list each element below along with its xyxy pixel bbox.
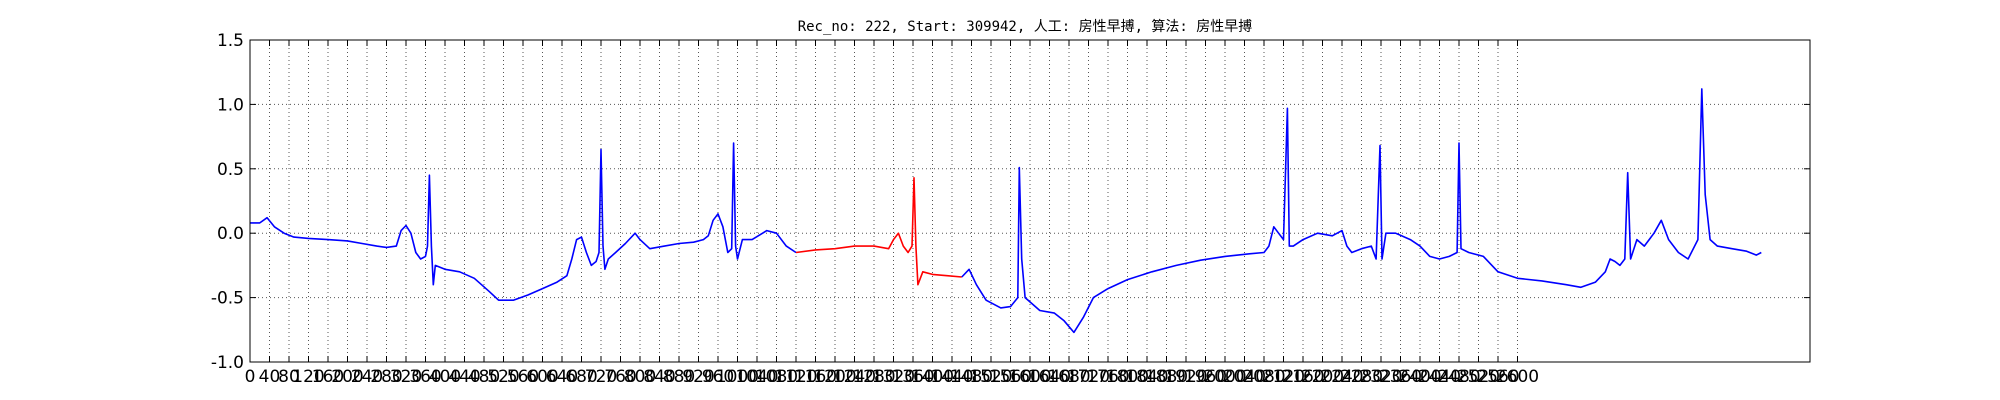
x-tick-label: 2120 [1262, 367, 1305, 387]
x-tick-label: 280 [370, 367, 402, 387]
x-tick-label: 2440 [1418, 367, 1461, 387]
x-tick-label: 40 [259, 367, 281, 387]
x-tick-label: 480 [468, 367, 500, 387]
x-tick-label: 2080 [1242, 367, 1285, 387]
x-tick-label: 2280 [1340, 367, 1383, 387]
y-tick-label: -0.5 [211, 289, 244, 309]
x-tick-label: 400 [429, 367, 461, 387]
x-tick-label: 80 [278, 367, 300, 387]
x-tick-label: 200 [331, 367, 363, 387]
x-tick-label: 1200 [813, 367, 856, 387]
y-tick-label: 1.5 [217, 31, 244, 51]
x-tick-label: 1440 [930, 367, 973, 387]
x-tick-label: 2200 [1301, 367, 1344, 387]
x-tick-label: 2320 [1359, 367, 1402, 387]
x-tick-label: 2560 [1476, 367, 1519, 387]
ecg-trace [250, 142, 797, 301]
x-tick-label: 1520 [969, 367, 1012, 387]
x-tick-label: 1360 [891, 367, 934, 387]
x-tick-label: 1120 [774, 367, 817, 387]
x-tick-label: 1840 [1125, 367, 1168, 387]
x-tick-label: 2480 [1437, 367, 1480, 387]
y-tick-label: 1.0 [217, 95, 244, 115]
x-tick-label: 600 [526, 367, 558, 387]
x-tick-label: 1480 [950, 367, 993, 387]
x-tick-label: 1760 [1086, 367, 1129, 387]
x-tick-label: 1280 [852, 367, 895, 387]
x-tick-label: 880 [663, 367, 695, 387]
x-tick-label: 960 [702, 367, 734, 387]
x-tick-label: 1920 [1164, 367, 1207, 387]
ecg-trace [961, 88, 1762, 334]
x-tick-label: 320 [390, 367, 422, 387]
x-tick-label: 680 [565, 367, 597, 387]
x-axis: 0 408012016020024028032036040044048052056… [245, 40, 1539, 387]
x-tick-label: 1240 [833, 367, 876, 387]
chart-title: Rec_no: 222, Start: 309942, 人工: 房性早搏, 算法… [798, 18, 1253, 35]
y-tick-label: -1.0 [211, 353, 244, 373]
x-tick-label: 1720 [1067, 367, 1110, 387]
x-tick-label: 800 [624, 367, 656, 387]
x-tick-label: 1960 [1184, 367, 1227, 387]
x-tick-label: 2520 [1457, 367, 1500, 387]
x-tick-label: 120 [292, 367, 324, 387]
x-tick-label: 2000 [1203, 367, 1246, 387]
x-tick-label: 2240 [1320, 367, 1363, 387]
x-tick-label: 1680 [1047, 367, 1090, 387]
x-tick-label: 920 [682, 367, 714, 387]
x-tick-label: 1040 [735, 367, 778, 387]
x-tick-label: 440 [448, 367, 480, 387]
x-tick-label: 1640 [1028, 367, 1071, 387]
x-tick-label: 1560 [989, 367, 1032, 387]
ecg-trace-highlight [795, 177, 962, 286]
x-tick-label: 720 [585, 367, 617, 387]
x-tick-label: 1400 [911, 367, 954, 387]
x-tick-label: 2400 [1398, 367, 1441, 387]
x-tick-label: 2360 [1379, 367, 1422, 387]
x-tick-label: 1880 [1145, 367, 1188, 387]
x-tick-label: 1080 [755, 367, 798, 387]
y-tick-label: 0.5 [217, 160, 244, 180]
x-tick-label: 1000 [716, 367, 759, 387]
x-tick-label: 520 [487, 367, 519, 387]
x-tick-label: 2040 [1223, 367, 1266, 387]
x-tick-label: 2160 [1281, 367, 1324, 387]
y-axis: -1.0 -0.5 0.0 0.5 1.0 1.5 [211, 31, 1810, 373]
x-tick-label: 1800 [1106, 367, 1149, 387]
y-tick-label: 0.0 [217, 224, 244, 244]
x-tick-label: 1600 [1008, 367, 1051, 387]
x-tick-label: 2600 [1496, 367, 1539, 387]
grid-lines [249, 39, 1810, 363]
x-tick-label: 840 [643, 367, 675, 387]
ecg-series [250, 88, 1762, 334]
x-tick-label: 0 [245, 367, 256, 387]
x-tick-label: 240 [351, 367, 383, 387]
x-tick-label: 1160 [794, 367, 837, 387]
x-tick-label: 560 [507, 367, 539, 387]
plot-frame [249, 39, 1811, 363]
x-tick-label: 760 [604, 367, 636, 387]
x-tick-label: 160 [312, 367, 344, 387]
x-tick-label: 640 [546, 367, 578, 387]
x-tick-label: 1320 [872, 367, 915, 387]
x-tick-label: 360 [409, 367, 441, 387]
